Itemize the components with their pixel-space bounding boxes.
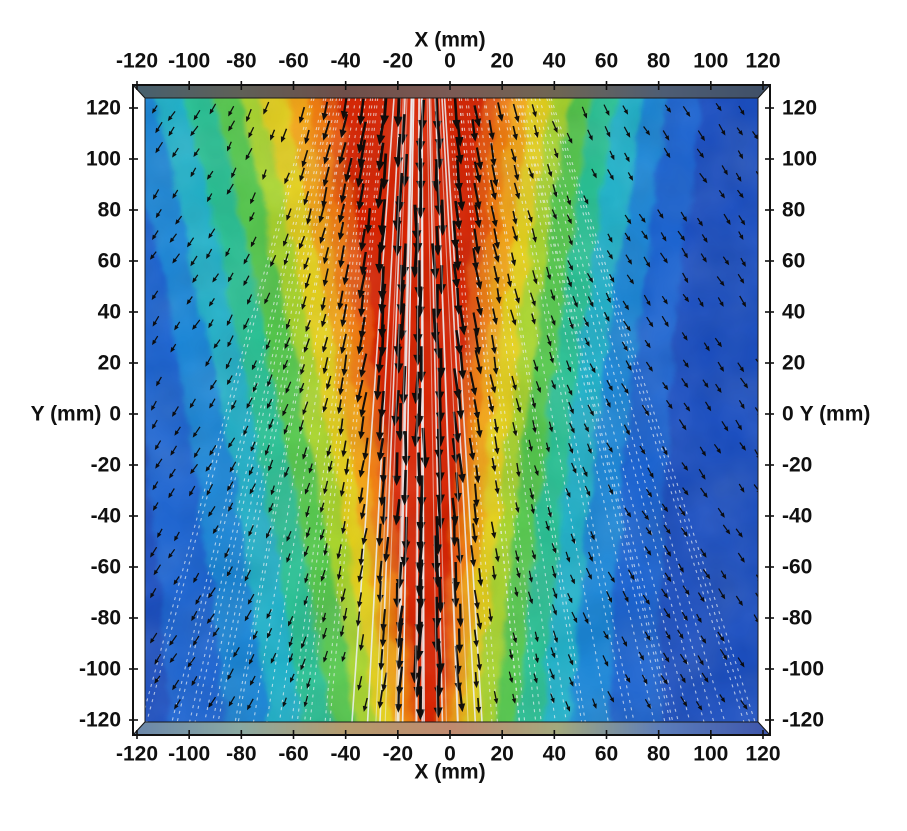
x-tick-label: -100 [168, 49, 211, 73]
x-tick-label: 0 [444, 49, 456, 73]
x-tick-label: -120 [115, 49, 159, 73]
y-tick-label: 20 [97, 351, 121, 375]
y-tick-label: -20 [782, 453, 813, 477]
x-tick-label: 40 [542, 742, 567, 766]
x-tick-label: 40 [542, 49, 567, 73]
x-tick-label: 0 [444, 742, 456, 766]
x-tick-label: 60 [594, 742, 619, 766]
y-tick-label: 120 [85, 96, 121, 120]
x-tick-label: -100 [168, 742, 211, 766]
x-tick-label: 20 [490, 49, 514, 73]
y-tick-label: 40 [782, 300, 806, 324]
x-tick-label: 60 [594, 49, 619, 73]
y-tick-label: -120 [782, 708, 825, 732]
y-tick-label: 40 [97, 300, 121, 324]
y-tick-label: 20 [782, 351, 806, 375]
y-tick-label: -100 [782, 657, 825, 681]
x-tick-label: -60 [278, 742, 309, 766]
y-tick-label: 80 [97, 198, 121, 222]
y-tick-label: -40 [782, 504, 813, 528]
x-tick-label: 120 [745, 49, 781, 73]
x-tick-label: -60 [278, 49, 309, 73]
y-tick-label: -60 [782, 555, 813, 579]
y-tick-label: 120 [782, 96, 818, 120]
right-bevel [757, 83, 771, 737]
y-tick-label: -60 [90, 555, 121, 579]
x-tick-label: 80 [646, 742, 671, 766]
y-tick-label: 0 [782, 402, 794, 426]
bottom-face [131, 721, 772, 736]
x-tick-label: -120 [115, 742, 159, 766]
x-tick-label: 100 [693, 49, 729, 73]
y-tick-label: 0 [109, 402, 121, 426]
x-tick-label: -80 [226, 49, 257, 73]
y-tick-label: -40 [90, 504, 121, 528]
x-axis-title-top: X (mm) [414, 28, 486, 52]
y-tick-label: -20 [90, 453, 121, 477]
scalar-field-layer [145, 98, 758, 722]
x-tick-label: -40 [330, 49, 361, 73]
x-tick-label: -20 [382, 49, 414, 73]
face-outline [144, 97, 759, 723]
x-tick-label: 100 [693, 742, 729, 766]
core-highlight-lines [375, 98, 469, 722]
y-tick-label: -100 [78, 657, 121, 681]
left-bevel [132, 83, 146, 737]
y-tick-label: 100 [782, 147, 818, 171]
y-axis-title-right: Y (mm) [799, 402, 871, 426]
x-axis-title-bottom: X (mm) [414, 760, 486, 784]
y-tick-label: 60 [782, 249, 806, 273]
top-face [131, 84, 772, 99]
y-tick-label: 60 [97, 249, 121, 273]
x-tick-label: -80 [226, 742, 257, 766]
x-tick-label: -20 [382, 742, 414, 766]
x-tick-label: 80 [646, 49, 671, 73]
x-tick-label: 120 [745, 742, 781, 766]
y-axis-title-left: Y (mm) [30, 402, 102, 426]
y-tick-label: 100 [85, 147, 121, 171]
y-tick-label: -120 [78, 708, 121, 732]
box-outline [132, 84, 771, 736]
y-tick-label: -80 [782, 606, 813, 630]
x-tick-label: 20 [490, 742, 514, 766]
y-tick-label: 80 [782, 198, 806, 222]
x-tick-label: -40 [330, 742, 361, 766]
y-tick-label: -80 [90, 606, 121, 630]
arrows-layer [149, 98, 758, 721]
